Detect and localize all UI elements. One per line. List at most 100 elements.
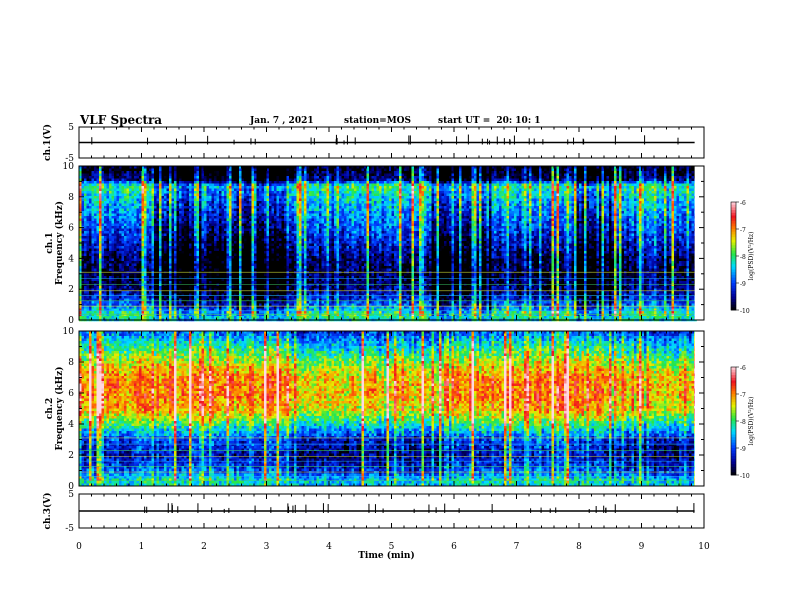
spectrogram-cell [229,181,232,184]
spectrogram-cell [174,211,177,214]
spectrogram-cell [227,301,230,304]
spectrogram-cell [189,256,192,259]
spectrogram-cell [124,294,127,297]
spectrogram-cell [92,234,95,237]
spectrogram-cell [99,211,102,214]
spectrogram-cell [99,191,102,194]
spectrogram-cell [184,316,187,319]
spectrogram-cell [149,199,152,202]
spectrogram-cell [234,229,237,232]
spectrogram-cell [139,279,142,282]
spectrogram-cell [149,261,152,264]
spectrogram-cell [94,174,97,177]
spectrogram-cell [204,196,207,199]
spectrogram-cell [184,244,187,247]
spectrogram-cell [184,184,187,187]
spectrogram-cell [107,226,110,229]
spectrogram-cell [172,294,175,297]
spectrogram-cell [232,171,235,174]
spectrogram-cell [214,236,217,239]
spectrogram-cell [199,226,202,229]
spectrogram-cell [204,181,207,184]
spectrogram-cell [137,254,140,257]
spectrogram-cell [147,209,150,212]
spectrogram-cell [114,294,117,297]
spectrogram-cell [92,229,95,232]
spectrogram-cell [157,201,160,204]
spectrogram-cell [177,296,180,299]
spectrogram-cell [97,191,100,194]
spectrogram-cell [204,291,207,294]
spectrogram-cell [164,294,167,297]
spectrogram-cell [239,176,242,179]
spectrogram-cell [177,224,180,227]
spectrogram-cell [87,226,90,229]
spectrogram-cell [139,206,142,209]
spectrogram-cell [202,206,205,209]
spectrogram-cell [94,294,97,297]
spectrogram-cell [94,269,97,272]
spectrogram-cell [234,279,237,282]
spectrogram-cell [179,199,182,202]
spectrogram-cell [222,246,225,249]
spectrogram-cell [202,221,205,224]
spectrogram-cell [229,189,232,192]
spectrogram-cell [89,279,92,282]
spectrogram-cell [212,269,215,272]
spectrogram-cell [87,256,90,259]
spectrogram-cell [239,236,242,239]
spectrogram-cell [142,281,145,284]
spectrogram-cell [182,236,185,239]
spectrogram-cell [157,194,160,197]
spectrogram-cell [199,239,202,242]
spectrogram-cell [167,191,170,194]
spectrogram-cell [82,199,85,202]
spectrogram-cell [212,216,215,219]
spectrogram-cell [154,181,157,184]
spectrogram-cell [112,244,115,247]
spectrogram-cell [192,236,195,239]
spectrogram-cell [232,256,235,259]
spectrogram-cell [87,224,90,227]
spectrogram-cell [224,244,227,247]
spectrogram-cell [207,231,210,234]
spectrogram-cell [164,219,167,222]
spectrogram-cell [237,274,240,277]
spectrogram-cell [102,174,105,177]
spectrogram-cell [202,204,205,207]
spectrogram-cell [129,269,132,272]
spectrogram-cell [157,244,160,247]
spectrogram-cell [239,211,242,214]
spectrogram-cell [84,216,87,219]
spectrogram-cell [224,236,227,239]
spectrogram-cell [219,184,222,187]
spectrogram-cell [167,194,170,197]
spectrogram-cell [92,296,95,299]
spectrogram-cell [217,209,220,212]
spectrogram-cell [134,244,137,247]
spectrogram-cell [157,246,160,249]
spectrogram-cell [244,286,247,289]
spectrogram-cell [172,211,175,214]
spectrogram-cell [162,286,165,289]
spectrogram-cell [212,239,215,242]
spectrogram-cell [242,254,245,257]
spectrogram-cell [109,241,112,244]
spectrogram-cell [159,214,162,217]
spectrogram-cell [164,239,167,242]
spectrogram-cell [204,266,207,269]
spectrogram-cell [162,174,165,177]
spectrogram-cell [217,254,220,257]
spectrogram-cell [242,279,245,282]
spectrogram-cell [134,269,137,272]
spectrogram-cell [142,196,145,199]
spectrogram-cell [184,239,187,242]
spectrogram-cell [102,261,105,264]
spectrogram-cell [114,189,117,192]
spectrogram-cell [149,231,152,234]
spectrogram-cell [159,199,162,202]
spectrogram-cell [229,199,232,202]
spectrogram-cell [232,199,235,202]
spectrogram-cell [139,181,142,184]
spectrogram-cell [182,244,185,247]
